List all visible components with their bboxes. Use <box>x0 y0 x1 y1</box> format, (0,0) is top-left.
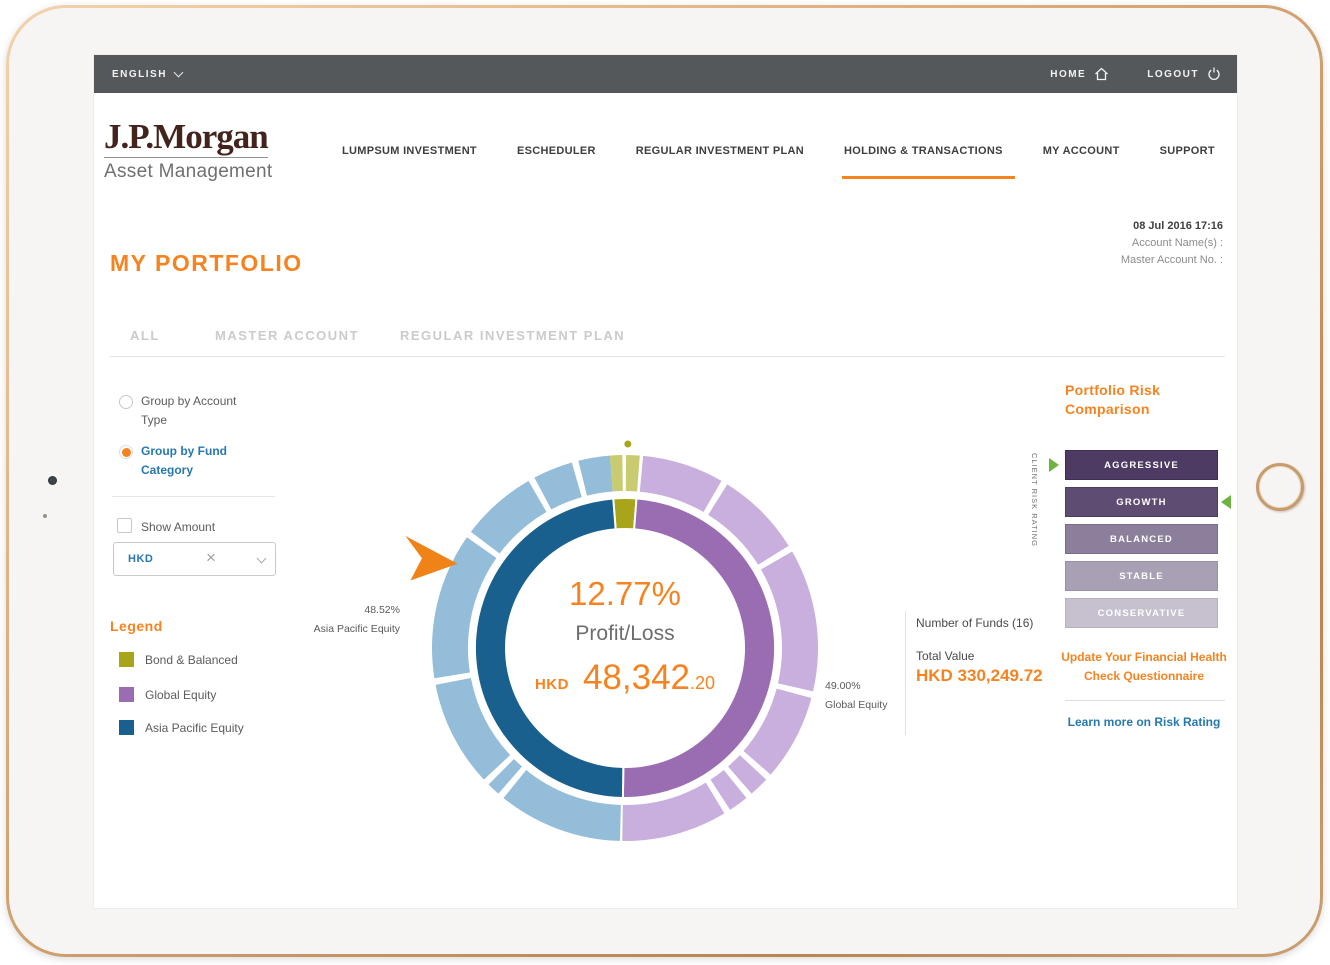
risk-panel-title: Portfolio Risk Comparison <box>1065 382 1161 417</box>
radio-group-by-account-label[interactable]: Group by Account Type <box>141 394 237 427</box>
bond-balanced-marker-dot <box>624 440 632 448</box>
chevron-down-icon <box>173 67 184 77</box>
portfolio-risk-marker-icon <box>1221 495 1231 509</box>
currency-select[interactable]: HKD × <box>113 542 276 576</box>
learn-risk-rating-link[interactable]: Learn more on Risk Rating <box>1067 715 1221 729</box>
portfolio-donut-chart <box>413 436 837 860</box>
nav-escheduler[interactable]: ESCHEDULER <box>516 145 596 157</box>
risk-bar-growth: GROWTH <box>1065 487 1218 517</box>
total-value: HKD 330,249.72 <box>916 666 1043 685</box>
client-risk-rating-axis: CLIENT RISK RATING <box>1030 453 1039 547</box>
profit-percent: 12.77% <box>569 575 681 612</box>
radio-group-by-fund-label[interactable]: Group by Fund Category <box>141 444 227 477</box>
legend-item: Asia Pacific Equity <box>119 720 244 735</box>
amount-main: 48,342 <box>582 658 691 697</box>
home-link[interactable]: HOME <box>1050 67 1109 81</box>
radio-group-by-fund[interactable] <box>119 445 133 459</box>
risk-bar-balanced: BALANCED <box>1065 524 1218 554</box>
profit-amount: HKD 48,342 .20 <box>515 658 735 698</box>
total-value-label: Total Value <box>916 649 975 663</box>
risk-divider <box>1065 700 1225 701</box>
currency-code: HKD <box>534 676 569 693</box>
tab-divider <box>110 356 1225 357</box>
tab-master-account[interactable]: MASTER ACCOUNT <box>215 328 360 343</box>
page-title: MY PORTFOLIO <box>110 250 303 276</box>
legend-label: Asia Pacific Equity <box>145 720 244 735</box>
logout-label: LOGOUT <box>1147 68 1199 80</box>
home-icon <box>1095 67 1109 81</box>
global-equity-swatch <box>119 687 134 702</box>
clear-icon[interactable]: × <box>206 548 216 567</box>
brand-wordmark: J.P.Morgan <box>104 117 269 156</box>
currency-value: HKD <box>128 553 154 565</box>
asia-pacific-swatch <box>119 720 134 735</box>
legend-label: Global Equity <box>145 687 217 702</box>
home-label: HOME <box>1050 68 1087 80</box>
legend-item: Bond & Balanced <box>119 652 238 667</box>
callout-percent: 49.00% <box>825 680 861 692</box>
brand-rule <box>104 157 268 158</box>
camera-icon <box>48 476 57 485</box>
callout-asia-pacific: 48.52% Asia Pacific Equity <box>274 601 400 639</box>
master-account-label: Master Account No. : <box>1120 254 1223 266</box>
language-label: ENGLISH <box>112 68 167 80</box>
language-dropdown[interactable]: ENGLISH <box>112 67 184 80</box>
tab-regular-investment-plan[interactable]: REGULAR INVESTMENT PLAN <box>400 328 626 343</box>
show-amount-checkbox[interactable] <box>117 518 132 533</box>
donut-center: 12.77% Profit/Loss HKD 48,342 .20 <box>515 575 735 698</box>
main-nav: LUMPSUM INVESTMENT ESCHEDULER REGULAR IN… <box>342 145 1215 179</box>
brand-division: Asset Management <box>104 161 273 182</box>
funds-count: Number of Funds (16) <box>916 616 1034 630</box>
legend-title: Legend <box>110 618 163 634</box>
radio-group-by-account[interactable] <box>119 395 133 409</box>
callout-global-equity: 49.00% Global Equity <box>825 677 955 715</box>
nav-lumpsum-investment[interactable]: LUMPSUM INVESTMENT <box>342 145 477 157</box>
screen: ENGLISH HOME LOGOUT J.P.Morgan Asset Man… <box>94 55 1237 908</box>
donut-svg <box>432 440 818 841</box>
account-name-label: Account Name(s) : <box>1131 237 1223 249</box>
amount-decimals: .20 <box>690 673 716 693</box>
profit-loss-label: Profit/Loss <box>575 622 675 645</box>
callout-name: Global Equity <box>825 698 888 711</box>
update-questionnaire-link[interactable]: Update Your Financial Health Check Quest… <box>1061 650 1227 684</box>
nav-regular-investment-plan[interactable]: REGULAR INVESTMENT PLAN <box>635 145 804 157</box>
datetime: 08 Jul 2016 17:16 <box>1133 220 1223 232</box>
nav-support[interactable]: SUPPORT <box>1159 145 1215 157</box>
logout-link[interactable]: LOGOUT <box>1147 67 1221 81</box>
show-amount-label[interactable]: Show Amount <box>141 520 216 534</box>
risk-bar-stable: STABLE <box>1065 561 1218 591</box>
chevron-down-icon[interactable] <box>256 553 267 564</box>
risk-bar-conservative: CONSERVATIVE <box>1065 598 1218 628</box>
risk-bar-aggressive: AGGRESSIVE <box>1065 450 1218 480</box>
bond-balanced-swatch <box>119 652 134 667</box>
legend-label: Bond & Balanced <box>145 652 238 667</box>
account-info: 08 Jul 2016 17:16 Account Name(s) : Mast… <box>1121 220 1223 266</box>
risk-bars: AGGRESSIVE GROWTH BALANCED STABLE CONSER… <box>1065 450 1218 635</box>
callout-percent: 48.52% <box>364 604 400 616</box>
legend-item: Global Equity <box>119 687 216 702</box>
callout-name: Asia Pacific Equity <box>313 622 400 635</box>
pointer-arrow-icon <box>405 536 458 581</box>
filter-divider <box>112 496 275 497</box>
nav-my-account[interactable]: MY ACCOUNT <box>1042 145 1120 157</box>
client-risk-marker-icon <box>1049 458 1059 472</box>
topbar: ENGLISH HOME LOGOUT <box>94 55 1237 93</box>
summary-divider <box>905 611 906 735</box>
mic-icon <box>43 514 47 518</box>
power-icon <box>1208 67 1220 80</box>
home-button-hardware[interactable] <box>1256 463 1304 511</box>
brand-logo: J.P.Morgan Asset Management <box>104 119 273 183</box>
nav-holding-transactions[interactable]: HOLDING & TRANSACTIONS <box>841 145 1015 179</box>
tab-all[interactable]: ALL <box>130 328 160 343</box>
